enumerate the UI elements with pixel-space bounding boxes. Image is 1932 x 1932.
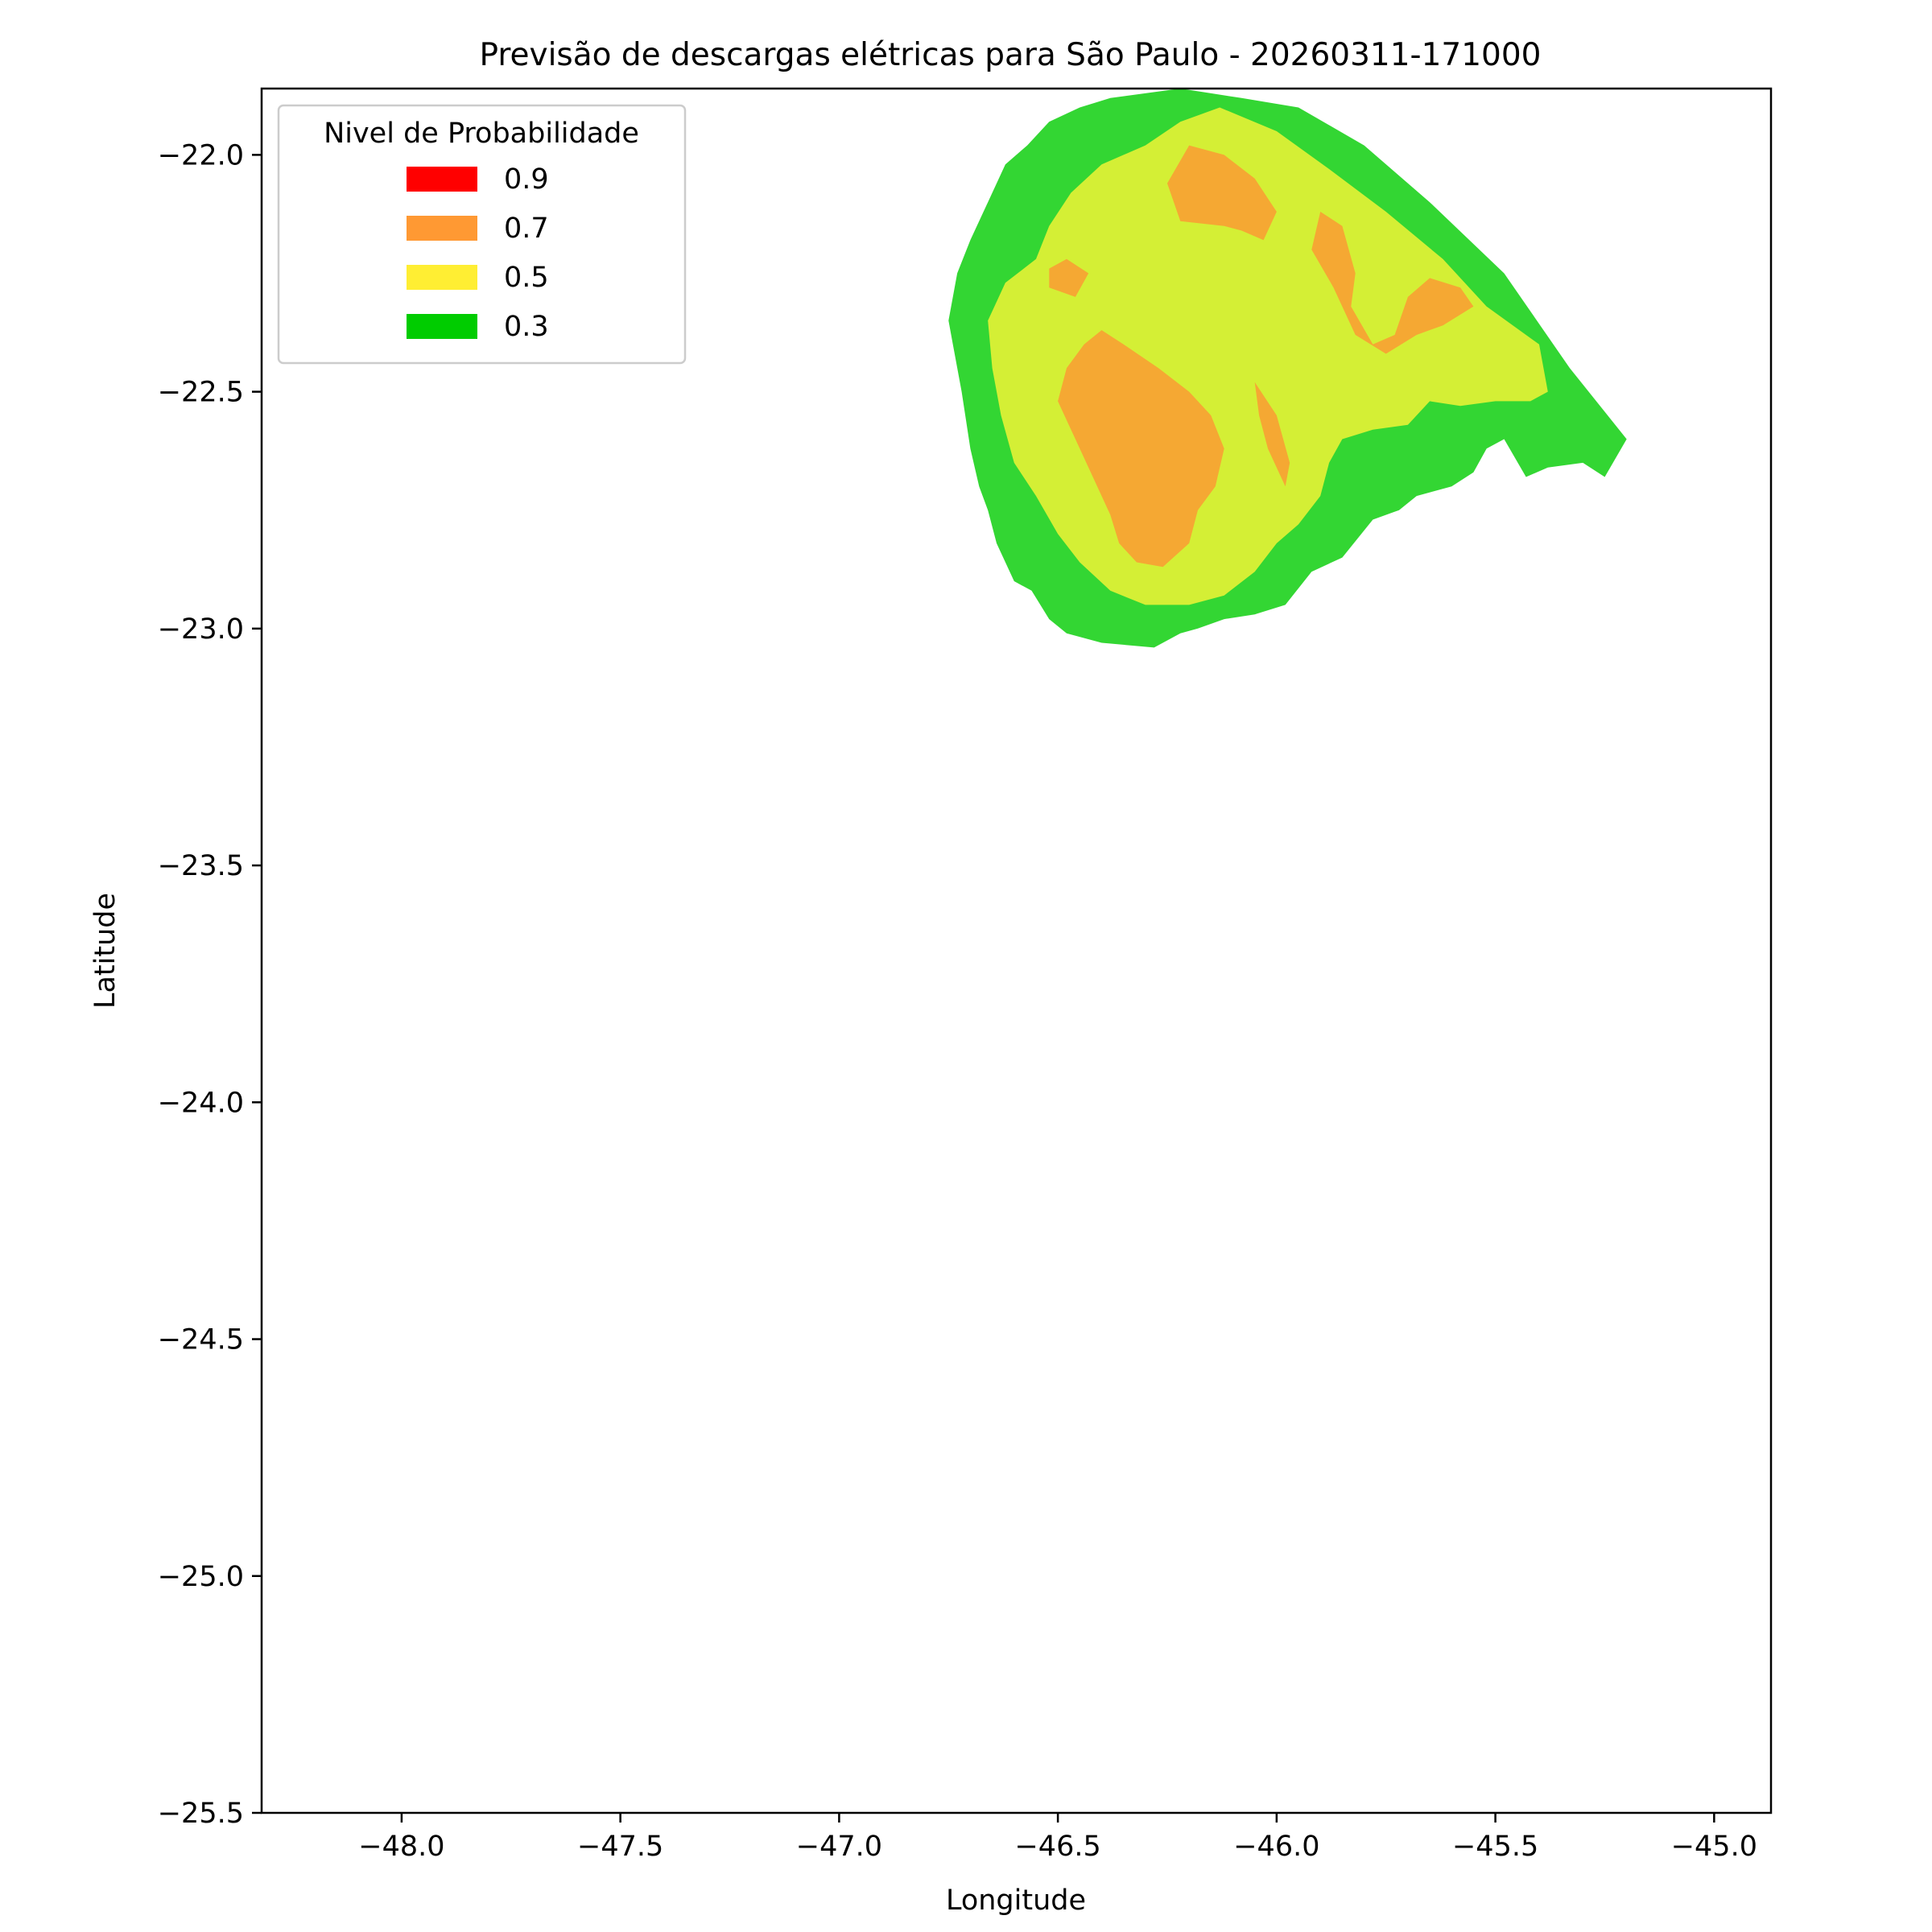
x-tick-label: −46.0: [1233, 1831, 1319, 1863]
chart-title: Previsão de descargas elétricas para São…: [479, 37, 1541, 73]
contour-layers: [948, 89, 1627, 648]
x-tick-label: −46.5: [1014, 1831, 1100, 1863]
legend-entries: 0.9 0.7 0.5 0.3: [407, 163, 549, 343]
legend-label: 0.3: [504, 311, 549, 343]
y-axis-label: Latitude: [89, 893, 122, 1009]
y-tick-label: −23.5: [158, 850, 244, 882]
legend-label: 0.5: [504, 262, 549, 294]
x-tick-label: −45.5: [1452, 1831, 1538, 1863]
legend-label: 0.7: [504, 213, 549, 245]
y-tick-label: −25.5: [158, 1798, 244, 1830]
x-axis-ticks: −48.0 −47.5 −47.0 −46.5 −46.0 −45.5 −45.0: [358, 1813, 1757, 1863]
legend-swatch: [407, 314, 477, 339]
legend-title: Nivel de Probabilidade: [324, 118, 639, 150]
legend: Nivel de Probabilidade 0.9 0.7 0.5 0.3: [277, 104, 687, 365]
y-tick-label: −23.0: [158, 613, 244, 646]
legend-swatch: [407, 167, 477, 192]
x-tick-label: −47.5: [577, 1831, 663, 1863]
contour-region-07-4: [1254, 382, 1290, 487]
y-axis-ticks: −22.0 −22.5 −23.0 −23.5 −24.0 −24.5 −25.0 −25.5: [158, 139, 262, 1830]
y-tick-label: −22.5: [158, 377, 244, 409]
legend-frame: [277, 104, 687, 365]
contour-region-07-1: [1311, 212, 1474, 354]
plot-frame: [260, 87, 1773, 1814]
y-tick-label: −24.0: [158, 1087, 244, 1119]
y-tick-label: −22.0: [158, 139, 244, 171]
legend-swatch: [407, 216, 477, 241]
x-tick-label: −47.0: [796, 1831, 882, 1863]
legend-swatch: [407, 265, 477, 290]
y-tick-label: −24.5: [158, 1324, 244, 1356]
x-tick-label: −48.0: [358, 1831, 444, 1863]
contour-region-07-0: [1167, 145, 1277, 241]
x-axis-label: Longitude: [946, 1885, 1086, 1917]
contour-region-07-2: [1049, 258, 1089, 297]
x-tick-label: −45.0: [1671, 1831, 1757, 1863]
contour-region-07-3: [1058, 330, 1224, 568]
legend-label: 0.9: [504, 163, 549, 196]
y-tick-label: −25.0: [158, 1561, 244, 1593]
